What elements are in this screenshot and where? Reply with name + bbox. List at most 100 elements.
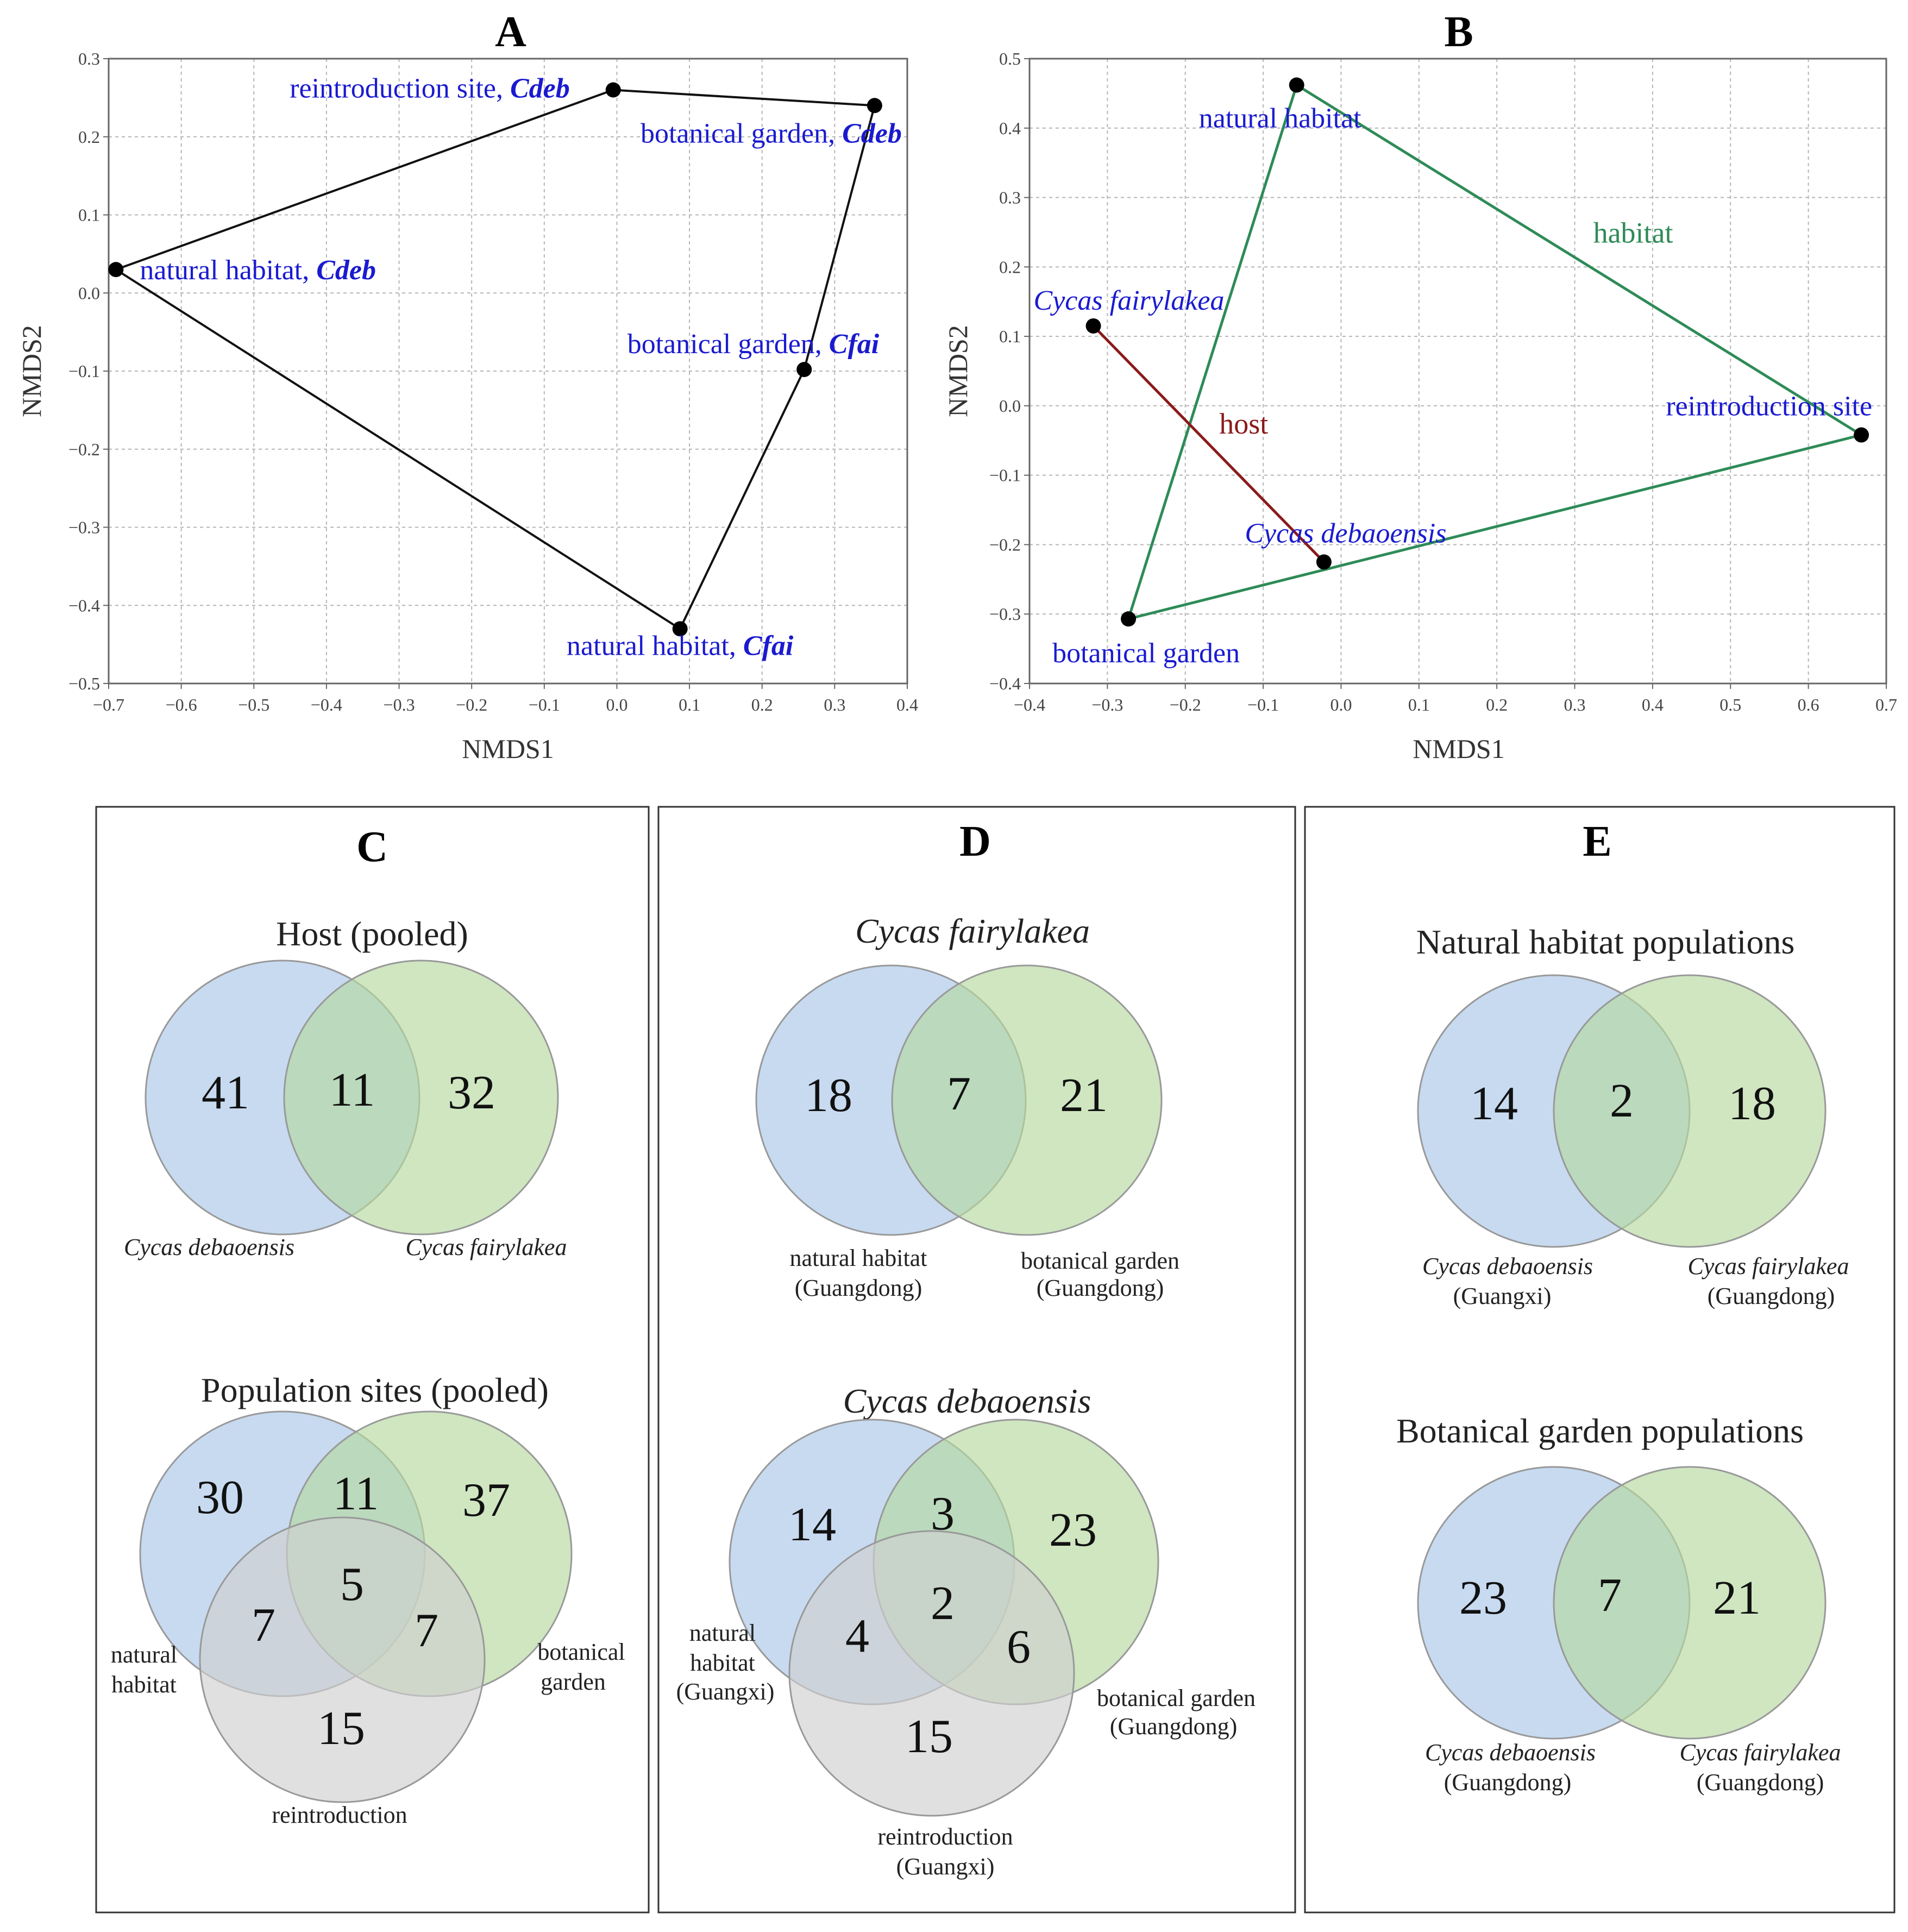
y-tick-label-b: −0.3 [989,604,1021,624]
x-tick-label-b: 0.1 [1408,695,1430,714]
venn-count-cdeb-only: 14 [1470,1077,1518,1130]
x-tick-label-a: 0.1 [679,695,700,714]
panel-letter-c: C [356,823,388,871]
venn-label-cfai: Cycas fairylakea [406,1234,567,1260]
panel-b-scatter: B −0.4 −0.3 −0.2 −0.1 0.0 0.1 0.2 0.3 0.4 0.5 0.6 0… [943,8,1897,764]
y-tick-label-b: −0.2 [989,535,1021,554]
venn-label-natural-1: natural [689,1620,756,1646]
venn-label-cdeb: Cycas debaoensis [124,1234,294,1260]
venn-count-natural-only: 18 [805,1069,852,1122]
venn-label-natural-2: (Guangdong) [795,1275,922,1301]
x-tick-label-b: −0.3 [1091,695,1123,714]
x-tick-label-a: 0.4 [896,695,918,714]
venn-label-botanical-1: botanical garden [1021,1247,1179,1274]
point-label-b-nh: natural habitat [1199,103,1361,134]
venn-label-reintroduction-2: (Guangxi) [896,1853,995,1880]
data-point-b-cdeb [1316,554,1332,570]
y-tick-label-a: −0.2 [68,440,100,459]
y-tick-label-a: −0.1 [68,361,100,381]
venn-count-reintro-only: 15 [317,1702,365,1755]
venn-label-cdeb-1: Cycas debaoensis [1425,1739,1596,1766]
venn-label-reintroduction: reintroduction [272,1802,407,1828]
venn-label-botanical-2: (Guangdong) [1110,1713,1238,1740]
y-tick-label-b: 0.1 [999,327,1021,346]
y-tick-label-a: −0.5 [68,674,100,693]
venn-count-botanical-reintro: 6 [1007,1621,1031,1673]
data-point-a-bg_cdeb [867,98,882,114]
venn-circle-reintroduction-gx [788,1530,1075,1817]
x-tick-label-a: −0.1 [529,695,560,714]
panel-d-venn: D Cycas fairylakea 18 7 21 natural habit… [657,806,1296,1914]
panel-letter-b: B [1444,8,1473,56]
venn-circle-botanical-garden [891,964,1163,1236]
venn-count-natural-botanical: 3 [931,1488,955,1540]
y-tick-label-b: 0.0 [999,396,1021,416]
annotation-habitat: habitat [1593,217,1673,249]
venn-count-cdeb-only: 41 [202,1067,249,1119]
x-tick-label-b: −0.1 [1247,695,1279,714]
x-tick-label-b: 0.4 [1642,695,1664,714]
x-tick-label-a: −0.7 [93,695,124,714]
data-point-b-bg [1121,611,1137,627]
x-tick-label-a: 0.0 [606,695,627,714]
venn-label-cdeb-1: Cycas debaoensis [1422,1253,1593,1279]
venn-title-botanical-populations: Botanical garden populations [1396,1412,1804,1450]
data-point-b-nh [1289,77,1304,93]
x-tick-label-b: 0.2 [1486,695,1508,714]
venn-label-natural-1: natural habitat [790,1245,927,1271]
y-tick-label-b: −0.4 [989,674,1021,693]
venn-count-natural-reintro: 4 [845,1610,869,1663]
venn-count-shared: 7 [1598,1569,1622,1622]
x-axis-label-a: NMDS1 [462,733,554,764]
point-label-a-nh_cfai: natural habitat, Cfai [567,630,794,661]
venn-count-cfai-only: 21 [1713,1572,1761,1624]
point-label-a-nh_cdeb: natural habitat, Cdeb [140,255,376,286]
venn-count-cfai-only: 18 [1728,1077,1776,1130]
panel-letter-a: A [495,8,526,56]
venn-label-reintroduction-1: reintroduction [877,1823,1013,1850]
venn-label-natural-2: habitat [111,1671,177,1698]
venn-count-natural-only: 30 [196,1471,244,1524]
venn-title-natural-populations: Natural habitat populations [1416,923,1795,961]
venn-count-natural-botanical: 11 [333,1467,379,1520]
data-point-b-cfai [1085,318,1101,334]
point-label-b-cdeb: Cycas debaoensis [1245,518,1446,549]
x-tick-label-b: 0.0 [1330,695,1352,714]
venn-count-botanical-only: 23 [1049,1504,1097,1557]
x-tick-label-b: −0.2 [1170,695,1201,714]
y-tick-label-b: −0.1 [989,466,1021,485]
venn-circle-cfai [283,959,559,1235]
venn-label-natural-2: habitat [690,1649,755,1676]
x-tick-label-a: 0.2 [751,695,773,714]
venn-title-host: Host (pooled) [276,914,468,953]
point-label-b-cfai: Cycas fairylakea [1034,285,1225,316]
plot-frame-b [1028,58,1887,685]
x-tick-label-b: 0.6 [1798,695,1819,714]
data-point-a-bg_cfai [796,362,812,378]
venn-count-natural-only: 14 [788,1498,836,1551]
point-label-a-bg_cfai: botanical garden, Cfai [627,329,880,360]
annotation-host: host [1219,407,1268,440]
venn-circle-cfai-gd [1553,1466,1827,1740]
venn-circle-reintroduction [199,1516,486,1803]
point-label-b-reintro: reintroduction site [1666,391,1872,422]
venn-label-cfai-2: (Guangdong) [1697,1769,1824,1796]
y-tick-label-b: 0.4 [999,118,1021,138]
point-label-a-bg_cdeb: botanical garden, Cdeb [641,118,902,149]
point-label-b-bg: botanical garden [1052,638,1240,669]
data-point-a-reintro [605,82,621,98]
y-tick-label-b: 0.5 [999,49,1021,68]
data-point-a-nh_cfai [672,621,688,637]
panel-d-frame [657,806,1296,1914]
hull-polygon-a [113,89,876,631]
y-tick-label-b: 0.3 [999,188,1021,208]
data-point-a-nh_cdeb [108,262,124,278]
venn-label-cfai-2: (Guangdong) [1708,1283,1835,1309]
venn-label-natural-1: natural [111,1641,177,1668]
venn-count-natural-reintro: 7 [252,1599,275,1652]
venn-title-cfai: Cycas fairylakea [855,912,1090,950]
panel-c-frame [95,806,650,1914]
y-axis-label-a: NMDS2 [16,325,47,417]
y-tick-label-a: 0.3 [78,49,100,68]
host-line [1092,325,1325,563]
